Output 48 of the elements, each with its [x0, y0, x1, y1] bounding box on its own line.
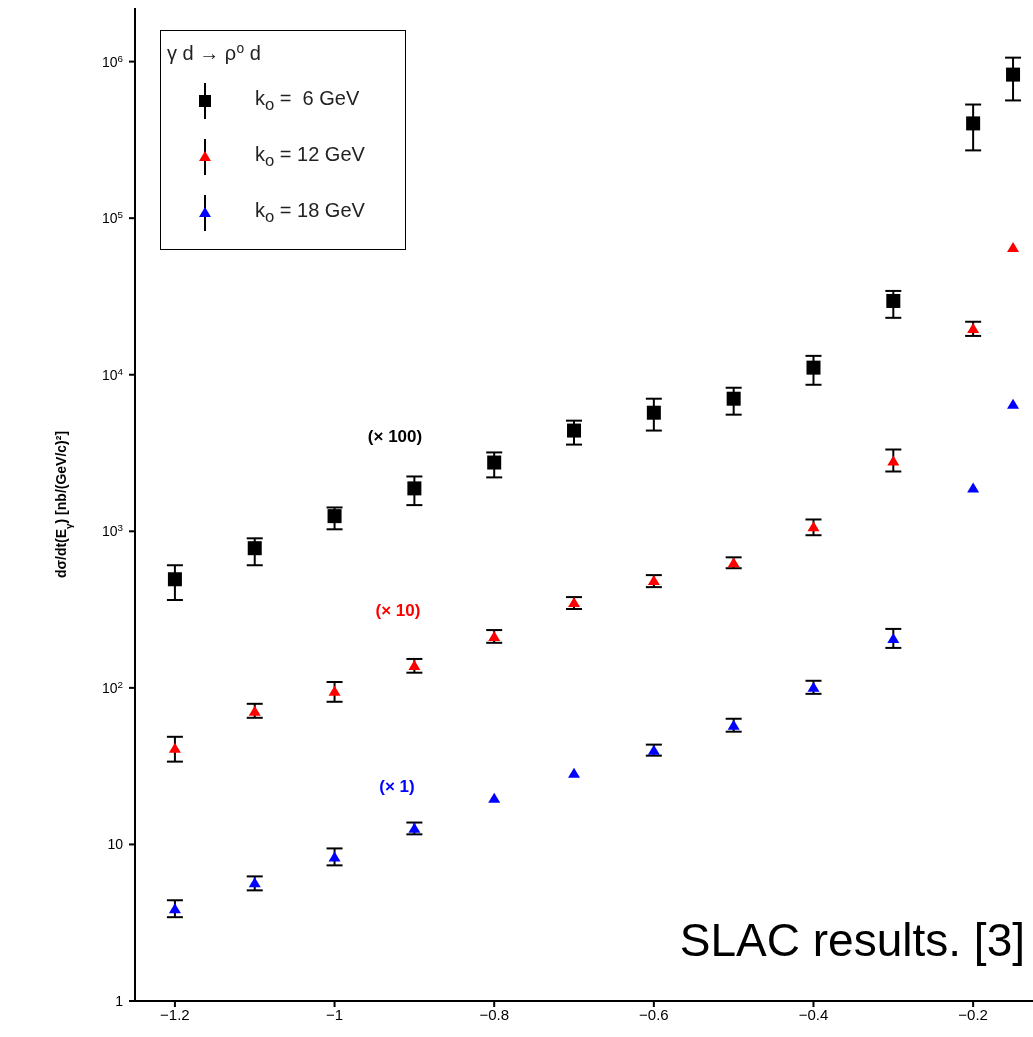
annotation: (× 10): [375, 601, 421, 621]
y-tick-label: 10$^{6}$: [101, 52, 124, 70]
point: [726, 391, 741, 406]
point: [167, 572, 182, 587]
annotation: SLAC results. [3]: [679, 913, 1025, 967]
point: [806, 360, 821, 375]
x-tick-label: −0.8: [479, 1005, 510, 1023]
point: [967, 322, 980, 333]
y-tick-label: 10$^{5}$: [101, 208, 124, 227]
annotation: (× 100): [367, 427, 423, 447]
point: [408, 659, 421, 670]
point: [488, 792, 501, 803]
x-tick-label: −0.2: [958, 1005, 988, 1023]
y-tick-label: 1: [115, 993, 124, 1009]
x-tick-label: −1: [326, 1005, 344, 1023]
point: [887, 633, 900, 644]
point: [168, 742, 181, 753]
y-tick-label: 10: [107, 836, 124, 853]
point: [967, 482, 980, 493]
point: [646, 405, 661, 420]
legend-label: k$_{o}$ = 6 GeV: [255, 87, 360, 115]
point: [1007, 242, 1020, 253]
point: [966, 116, 981, 131]
point: [1006, 67, 1021, 82]
x-tick-label: −0.6: [639, 1005, 669, 1023]
point: [886, 293, 901, 308]
point: [1007, 398, 1020, 409]
y-tick-label: 10$^{2}$: [101, 678, 123, 696]
point: [407, 481, 422, 496]
point: [807, 521, 820, 532]
point: [328, 851, 341, 862]
point: [567, 423, 582, 438]
legend-title: γ d → ρ⁰ d: [167, 41, 262, 65]
legend-label: k$_{o}$ = 18 GeV: [255, 199, 365, 227]
y-tick-label: 10$^{3}$: [101, 521, 124, 540]
point: [887, 455, 900, 466]
point: [328, 685, 341, 696]
point: [168, 903, 181, 914]
y-tick-label: 10$^{4}$: [101, 365, 124, 383]
point: [327, 509, 342, 524]
point: [248, 877, 261, 888]
annotation: (× 1): [379, 777, 415, 797]
x-tick-label: −0.4: [798, 1005, 829, 1023]
point: [568, 767, 581, 778]
x-tick-label: −1.2: [160, 1005, 190, 1023]
point: [247, 541, 262, 556]
legend-label: k$_{o}$ = 12 GeV: [255, 143, 365, 171]
point: [487, 455, 502, 470]
